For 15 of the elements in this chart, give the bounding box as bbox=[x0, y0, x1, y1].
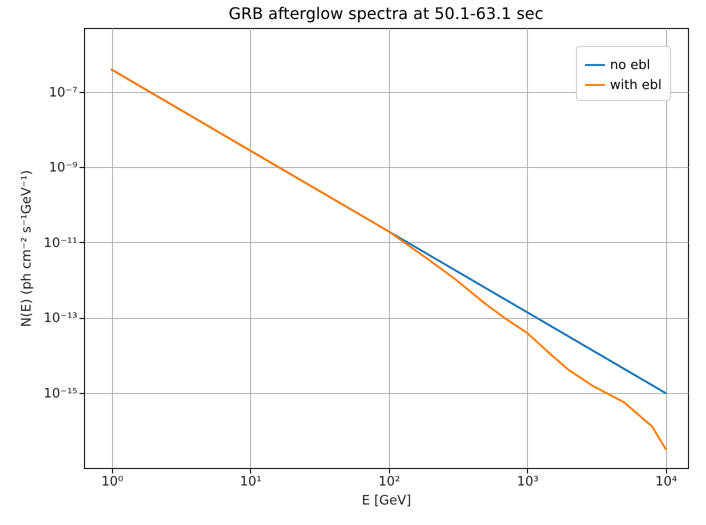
y-tick-label: 10⁻¹⁵ bbox=[44, 386, 78, 402]
x-tick-label: 10⁰ bbox=[101, 474, 124, 490]
y-tick-label: 10⁻¹³ bbox=[44, 311, 78, 326]
legend-label: no ebl bbox=[610, 58, 650, 73]
legend-label: with ebl bbox=[610, 78, 662, 93]
x-tick-label: 10¹ bbox=[240, 474, 262, 490]
y-tick-label: 10⁻⁷ bbox=[48, 85, 78, 100]
x-tick-label: 10⁴ bbox=[655, 474, 678, 490]
x-tick-label: 10² bbox=[378, 474, 400, 490]
x-axis-title: E [GeV] bbox=[362, 494, 412, 508]
y-tick-label: 10⁻⁹ bbox=[48, 160, 78, 176]
chart-title: GRB afterglow spectra at 50.1-63.1 sec bbox=[228, 4, 544, 23]
y-tick-label: 10⁻¹¹ bbox=[44, 236, 78, 251]
y-axis-title: N(E) (ph cm⁻² s⁻¹GeV⁻¹) bbox=[20, 170, 35, 327]
x-tick-label: 10³ bbox=[516, 474, 539, 490]
